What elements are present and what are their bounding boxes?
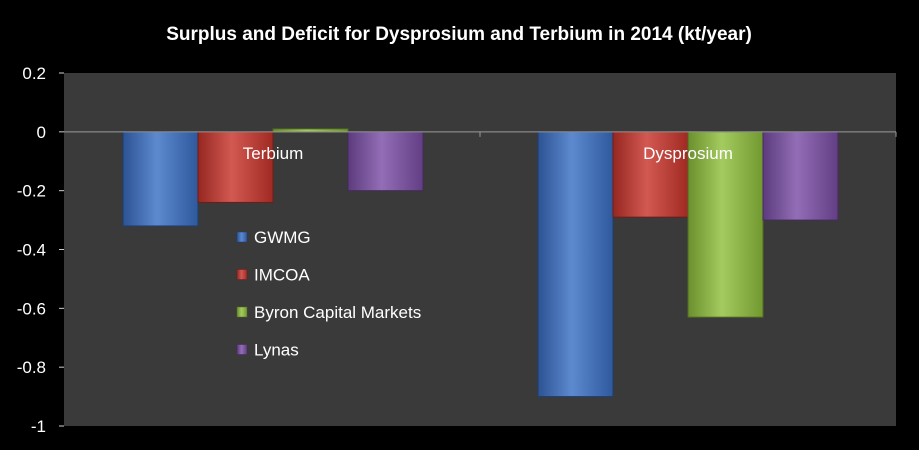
legend-marker-imcoa: [236, 269, 248, 280]
category-labels: Terbium Dysprosium: [243, 144, 733, 163]
legend-label-byron-capital-markets: Byron Capital Markets: [254, 303, 421, 322]
plot-area: [64, 73, 896, 426]
y-tick-label: 0: [37, 123, 46, 142]
bar-terbium-lynas: [347, 131, 424, 192]
legend-marker-gwmg: [236, 231, 248, 243]
legend-label-gwmg: GWMG: [254, 228, 311, 247]
bar-terbium-gwmg: [122, 131, 199, 227]
bar-dysprosium-byron-capital-markets: [687, 131, 764, 318]
bar-dysprosium-gwmg: [537, 131, 614, 398]
chart-title: Surplus and Deficit for Dysprosium and T…: [166, 24, 752, 45]
y-tick-label: -0.6: [17, 299, 46, 318]
category-label-dysprosium: Dysprosium: [643, 144, 733, 163]
y-axis: 0.2 0 -0.2 -0.4 -0.6 -0.8 -1: [17, 64, 897, 436]
legend-marker-lynas: [236, 344, 248, 355]
legend: GWMG IMCOA Byron Capital Markets Lynas: [236, 228, 421, 360]
legend-label-imcoa: IMCOA: [254, 266, 310, 285]
y-tick-label: -1: [31, 417, 46, 436]
y-tick-label: 0.2: [22, 64, 46, 83]
y-tick-label: -0.2: [17, 182, 46, 201]
category-label-terbium: Terbium: [243, 144, 303, 163]
bar-terbium-imcoa: [197, 131, 274, 203]
y-tick-label: -0.8: [17, 358, 46, 377]
legend-label-lynas: Lynas: [254, 341, 299, 360]
bar-dysprosium-lynas: [762, 131, 839, 221]
y-tick-label: -0.4: [17, 241, 46, 260]
legend-marker-byron-capital-markets: [236, 306, 248, 318]
